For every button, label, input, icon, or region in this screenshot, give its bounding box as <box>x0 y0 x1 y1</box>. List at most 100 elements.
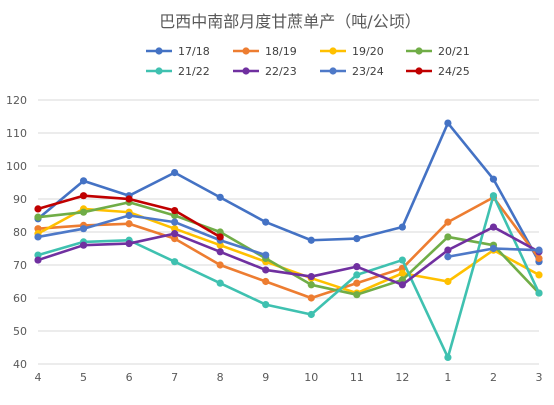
data-point <box>535 271 543 279</box>
series-24-25 <box>34 192 224 241</box>
x-tick-label: 7 <box>171 371 178 384</box>
x-tick-label: 2 <box>490 371 497 384</box>
data-point <box>398 256 406 264</box>
data-point <box>444 218 452 226</box>
series-23-24 <box>34 211 543 261</box>
data-point <box>125 211 133 220</box>
data-point <box>307 294 315 302</box>
series-line <box>36 207 541 295</box>
data-point <box>216 233 224 241</box>
y-tick-label: 110 <box>6 127 27 140</box>
data-point <box>216 241 224 249</box>
data-point <box>34 205 42 213</box>
chart-title: 巴西中南部月度甘蔗单产（吨/公顷） <box>159 12 420 31</box>
series-line <box>36 201 541 297</box>
legend-swatch-marker <box>329 67 337 75</box>
legend-item: 23/24 <box>320 65 384 78</box>
data-point <box>34 251 42 259</box>
data-point <box>216 261 224 269</box>
y-tick-label: 60 <box>13 292 27 305</box>
y-tick-label: 90 <box>13 193 27 206</box>
legend-swatch-marker <box>242 47 250 55</box>
data-point <box>79 241 88 249</box>
x-tick-label: 9 <box>262 371 269 384</box>
data-point <box>353 279 361 287</box>
legend-label: 24/25 <box>438 65 470 78</box>
legend-item: 24/25 <box>406 65 470 78</box>
data-point <box>171 211 179 220</box>
legend-item: 20/21 <box>406 45 470 58</box>
data-point <box>34 233 42 241</box>
data-point <box>79 192 88 200</box>
data-point <box>34 213 42 221</box>
legend-label: 23/24 <box>352 65 384 78</box>
data-point <box>171 225 179 233</box>
x-tick-label: 11 <box>350 371 364 384</box>
data-point <box>489 223 498 231</box>
data-point <box>398 269 406 277</box>
legend-swatch-marker <box>155 47 163 55</box>
legend-item: 22/23 <box>233 65 297 78</box>
x-tick-label: 10 <box>304 371 318 384</box>
x-axis: 4 5 6 7 8 9 10 11 12 1 2 3 <box>35 371 543 384</box>
data-point <box>444 233 452 241</box>
legend-item: 21/22 <box>146 65 210 78</box>
data-point <box>171 206 179 215</box>
data-point <box>444 277 452 286</box>
data-point <box>444 246 452 254</box>
legend-label: 18/19 <box>265 45 297 58</box>
data-point <box>125 239 133 248</box>
legend-item: 17/18 <box>146 45 210 58</box>
series-line <box>36 194 541 359</box>
data-point <box>125 195 133 203</box>
data-point <box>125 220 133 228</box>
x-tick-label: 6 <box>126 371 133 384</box>
legend-swatch-marker <box>155 67 163 75</box>
legend-label: 21/22 <box>178 65 210 78</box>
data-point <box>34 225 42 233</box>
data-point <box>489 192 498 200</box>
y-tick-label: 80 <box>13 226 27 239</box>
data-point <box>216 228 224 236</box>
data-point <box>307 236 315 244</box>
legend-swatch-marker <box>242 67 250 75</box>
y-tick-label: 120 <box>6 94 27 107</box>
x-tick-label: 12 <box>395 371 409 384</box>
data-point <box>262 251 270 259</box>
series-22-23 <box>34 223 543 289</box>
data-point <box>307 272 315 281</box>
data-point <box>307 310 315 319</box>
y-tick-label: 100 <box>6 160 27 173</box>
data-point <box>535 246 543 254</box>
data-point <box>398 276 406 284</box>
series-19-20 <box>34 205 543 297</box>
y-tick-label: 50 <box>13 325 27 338</box>
data-point <box>171 230 179 238</box>
x-tick-label: 3 <box>536 371 543 384</box>
legend-swatch-marker <box>329 47 337 55</box>
x-tick-label: 1 <box>444 371 451 384</box>
data-point <box>489 244 498 253</box>
data-point <box>171 218 179 226</box>
legend: 17/18 18/19 19/20 20/21 21/22 22/23 23/24 24/25 <box>146 45 470 78</box>
data-point <box>216 193 224 201</box>
y-tick-label: 40 <box>13 358 27 371</box>
data-point <box>535 289 543 297</box>
data-point <box>398 281 406 289</box>
data-point <box>171 169 179 177</box>
data-point <box>535 254 543 262</box>
data-point <box>79 225 88 233</box>
data-point <box>262 266 270 274</box>
y-axis: 40 50 60 70 80 90 100 110 120 <box>6 94 27 371</box>
data-point <box>216 248 224 256</box>
data-point <box>171 258 179 266</box>
data-point <box>216 279 224 287</box>
x-tick-label: 4 <box>35 371 42 384</box>
data-point <box>262 301 270 309</box>
series-20-21 <box>34 198 543 299</box>
x-tick-label: 5 <box>80 371 87 384</box>
series-line <box>36 225 541 287</box>
data-point <box>353 263 361 271</box>
data-point <box>262 218 270 226</box>
